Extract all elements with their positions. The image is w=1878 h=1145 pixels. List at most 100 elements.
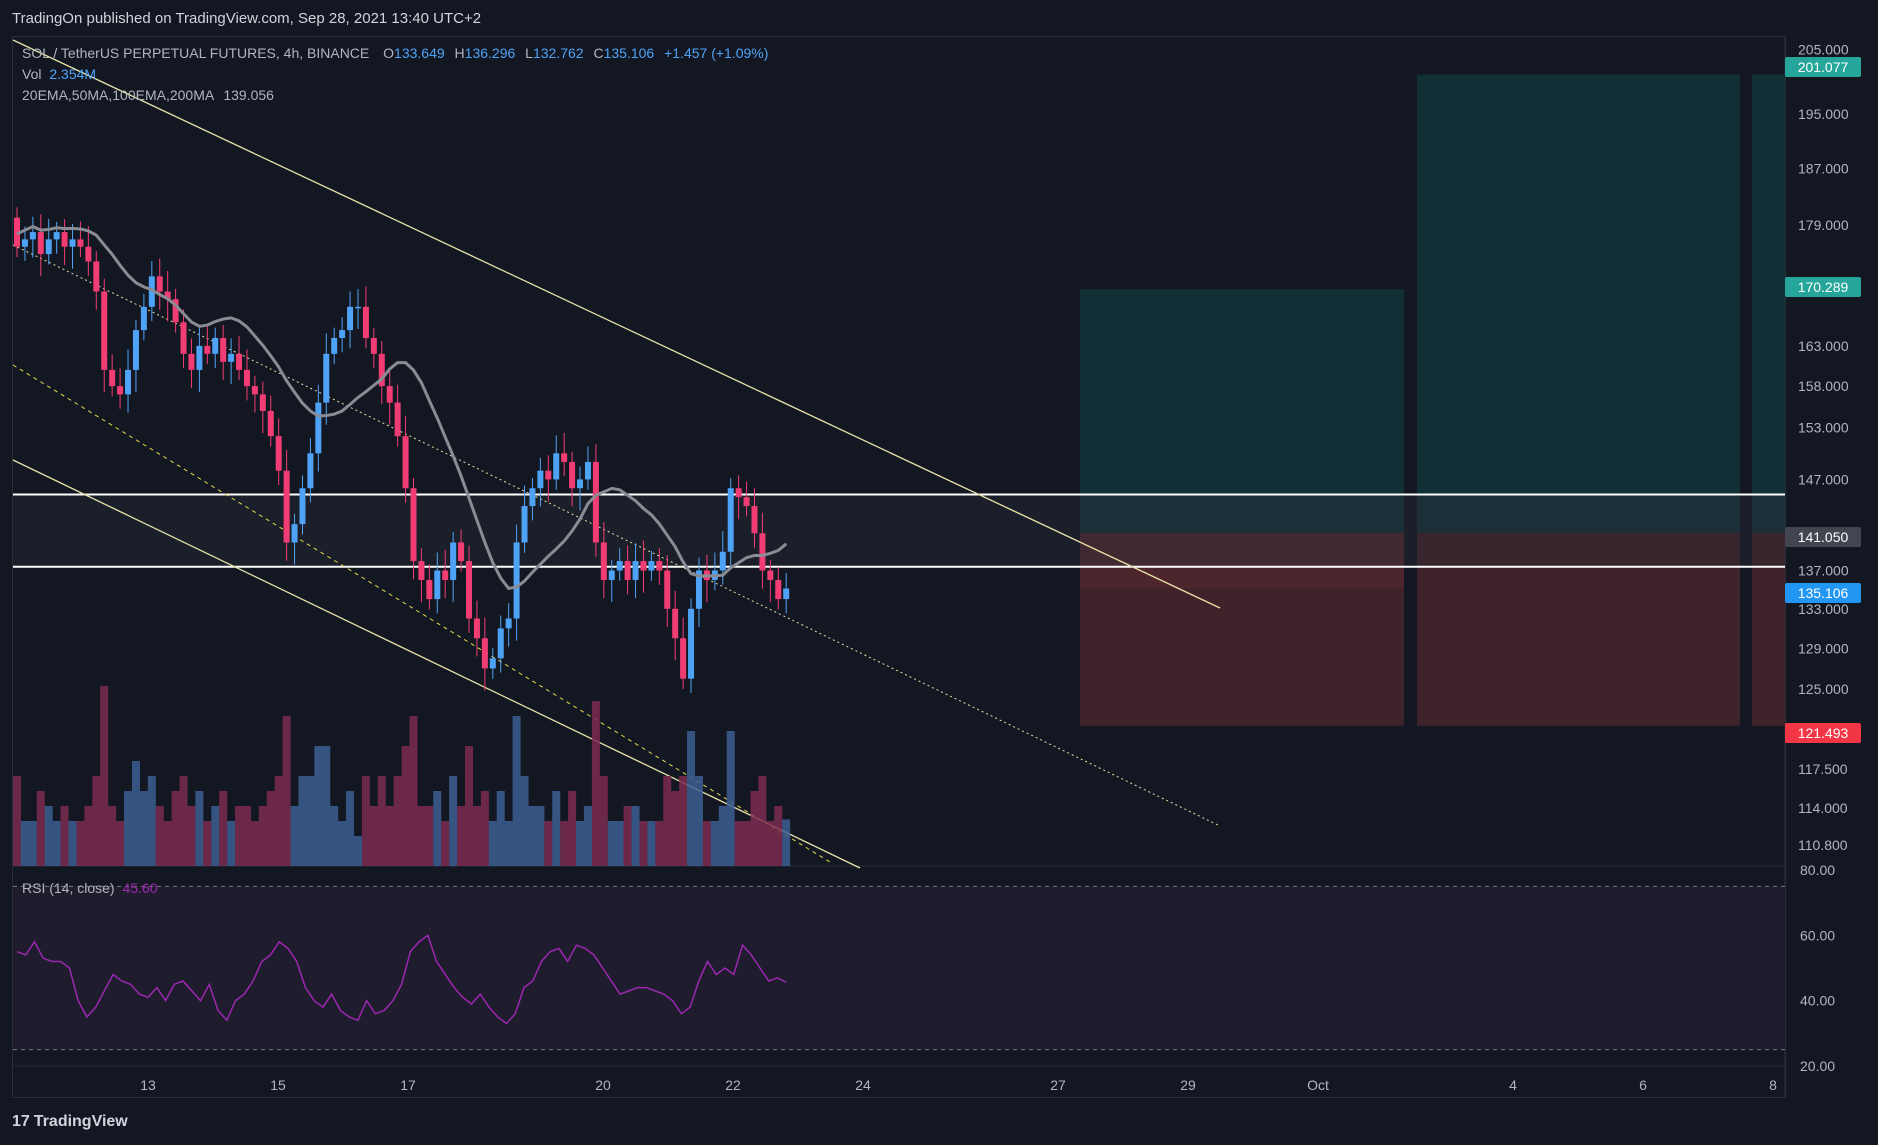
candle-body — [172, 299, 179, 323]
candle-body — [442, 570, 449, 580]
candle-body — [561, 453, 568, 462]
long-position-pnl-zone — [1080, 532, 1404, 589]
candle-body — [648, 561, 655, 571]
candle-body — [624, 561, 631, 580]
ma-value: 139.056 — [223, 87, 274, 103]
candle-body — [109, 369, 116, 387]
volume-bar — [718, 806, 727, 866]
candle-body — [426, 579, 433, 600]
candle-body — [418, 561, 425, 580]
candle-body — [553, 453, 560, 480]
volume-bar — [655, 821, 664, 866]
volume-bar — [465, 746, 474, 866]
volume-bar — [36, 791, 45, 866]
volume-bar — [449, 776, 458, 866]
ohlc-high: 136.296 — [464, 45, 516, 61]
volume-bar — [282, 716, 291, 866]
volume-bar — [591, 701, 600, 866]
candle-body — [77, 239, 84, 247]
candle-body — [577, 479, 584, 489]
volume-bar — [187, 806, 196, 866]
volume-bar — [687, 731, 696, 866]
symbol-title: SOL / TetherUS PERPETUAL FUTURES, 4h, BI… — [22, 45, 370, 61]
volume-bar — [274, 776, 283, 866]
long-position-2-target-zone — [1417, 74, 1740, 533]
volume-bar — [583, 806, 592, 866]
candle-body — [592, 461, 599, 543]
volume-bar — [758, 776, 767, 866]
candle-body — [513, 542, 520, 619]
volume-bar — [346, 791, 355, 866]
candle-body — [148, 276, 155, 307]
volume-bar — [496, 791, 505, 866]
candle-body — [267, 410, 274, 437]
price-axis-tick: 147.000 — [1798, 471, 1849, 487]
volume-bar — [774, 806, 783, 866]
price-axis-tick: 110.800 — [1798, 837, 1848, 853]
volume-bar — [552, 791, 561, 866]
volume-bar — [330, 806, 339, 866]
volume-bar — [179, 776, 188, 866]
volume-bar — [76, 821, 85, 866]
candle-body — [283, 470, 290, 543]
candle-body — [117, 386, 124, 395]
volume-bar — [227, 821, 236, 866]
volume-bar — [560, 821, 569, 866]
volume-bar — [488, 821, 497, 866]
price-axis-tick: 205.000 — [1798, 42, 1849, 58]
long-position-3-target-zone — [1752, 74, 1785, 533]
candle-body — [378, 353, 385, 387]
volume-bar — [599, 776, 608, 866]
volume-bar — [544, 821, 553, 866]
ohlc-close: 135.106 — [603, 45, 655, 61]
volume-bar — [266, 791, 275, 866]
time-axis-tick: 22 — [725, 1077, 741, 1093]
candle-body — [347, 306, 354, 331]
ma-label: 20EMA,50MA,100EMA,200MA — [22, 87, 214, 103]
candle-body — [196, 345, 203, 370]
volume-bar — [615, 821, 624, 866]
volume-bar — [385, 806, 394, 866]
candle-body — [537, 470, 544, 489]
volume-bar — [92, 776, 101, 866]
candle-body — [125, 369, 132, 395]
volume-bar — [694, 776, 703, 866]
volume-bar — [84, 806, 93, 866]
price-tag-entry: 141.050 — [1785, 527, 1861, 547]
volume-bar — [131, 761, 140, 866]
candle-body — [164, 291, 171, 300]
volume-bar — [155, 806, 164, 866]
volume-bar — [480, 791, 489, 866]
volume-bar — [219, 791, 228, 866]
rsi-band-fill — [13, 886, 1785, 1050]
candle-body — [481, 638, 488, 669]
candle-body — [331, 337, 338, 354]
volume-bar — [100, 686, 109, 866]
volume-label: Vol — [22, 66, 42, 82]
candle-body — [505, 618, 512, 629]
tradingview-logo[interactable]: 17 TradingView — [12, 1113, 128, 1130]
candle-body — [243, 369, 250, 387]
volume-bar — [163, 821, 172, 866]
candle-body — [640, 561, 647, 571]
candle-body — [719, 551, 726, 571]
volume-bar — [528, 806, 537, 866]
rsi-axis-tick: 20.00 — [1800, 1058, 1835, 1074]
candle-body — [61, 232, 68, 247]
volume-bar — [710, 821, 719, 866]
volume-bar — [742, 821, 751, 866]
volume-bar — [250, 821, 259, 866]
candle-body — [362, 306, 369, 338]
candle-body — [132, 330, 139, 370]
candle-body — [688, 608, 695, 679]
candle-body — [695, 570, 702, 609]
publish-header: TradingOn published on TradingView.com, … — [0, 0, 1878, 36]
time-axis-tick: 27 — [1050, 1077, 1066, 1093]
candle-body — [545, 470, 552, 480]
volume-bar — [679, 776, 688, 866]
candle-body — [600, 542, 607, 580]
volume-bar — [647, 821, 656, 866]
candle-body — [53, 232, 60, 240]
volume-bar — [457, 806, 466, 866]
